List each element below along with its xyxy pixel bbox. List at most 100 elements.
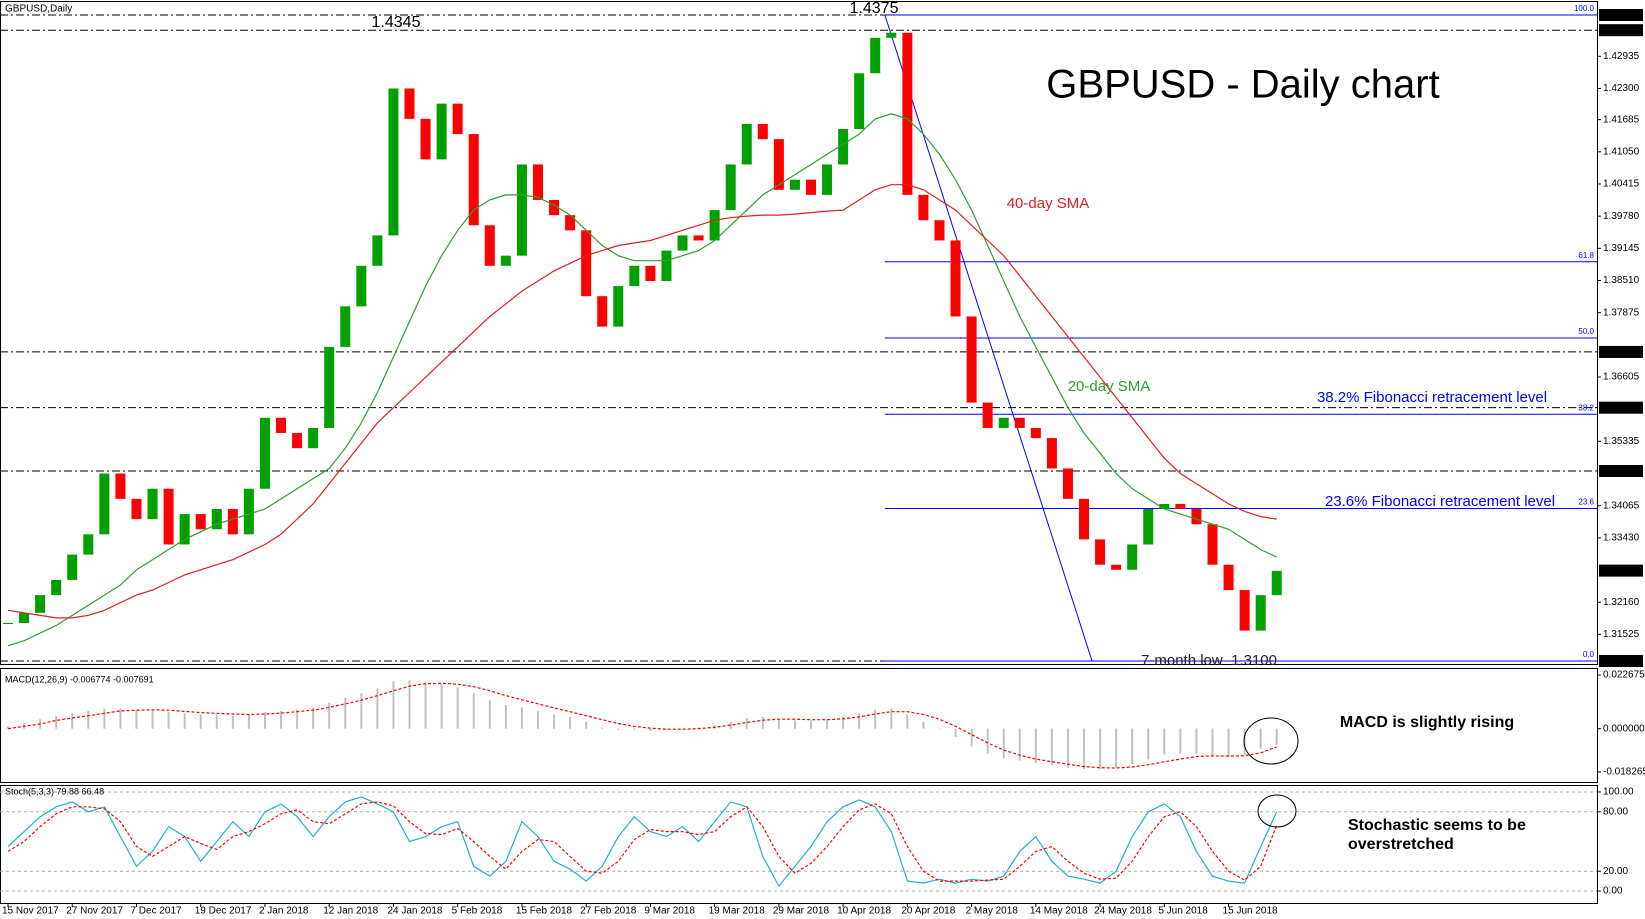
candle xyxy=(436,103,447,160)
candle xyxy=(789,179,800,190)
candle xyxy=(693,235,704,241)
x-tick-label: 15 Jun 2018 xyxy=(1223,906,1278,917)
candle xyxy=(1111,564,1122,570)
candle xyxy=(709,210,720,241)
candle xyxy=(484,225,495,266)
candle xyxy=(35,595,46,613)
fib-level-label: 50.0 xyxy=(1578,327,1594,336)
candle xyxy=(243,488,254,535)
x-tick-label: 24 May 2018 xyxy=(1094,906,1152,917)
x-tick-label: 19 Mar 2018 xyxy=(709,906,766,917)
macd-bar xyxy=(87,710,90,729)
y-tick-label: 1.34065 xyxy=(1603,500,1640,511)
candle xyxy=(500,255,511,266)
y-tick-label: 1.41050 xyxy=(1603,146,1640,157)
macd-bar xyxy=(986,728,989,754)
symbol-label: GBPUSD,Daily xyxy=(5,4,72,15)
y-tick-label: 1.31525 xyxy=(1603,629,1640,640)
stoch-d-line xyxy=(7,801,1278,882)
candle xyxy=(227,509,238,535)
macd-bar xyxy=(569,716,572,729)
panel-frame xyxy=(0,1,1598,665)
stoch-header: Stoch(5,3,3) 79.88 66.48 xyxy=(5,786,104,796)
macd-bar xyxy=(585,721,588,729)
fib382-label: 38.2% Fibonacci retracement level xyxy=(1317,389,1547,406)
candle xyxy=(1271,570,1282,596)
candle xyxy=(532,164,543,200)
candle xyxy=(1223,564,1234,591)
candle xyxy=(629,265,640,287)
candle xyxy=(838,129,849,165)
macd-bar xyxy=(1227,728,1230,758)
sma20-label: 20-day SMA xyxy=(1068,378,1151,395)
level-label: 1.43450 xyxy=(1602,25,1639,36)
macd-bar xyxy=(1275,728,1278,745)
macd-bar xyxy=(858,713,861,729)
macd-bar xyxy=(440,683,443,729)
candle xyxy=(131,498,142,520)
candle xyxy=(998,417,1009,428)
y-tick-label: -0.018265 xyxy=(1603,767,1645,778)
level-label: 1.36000 xyxy=(1602,402,1639,413)
candle xyxy=(115,473,126,499)
macd-bar xyxy=(1002,728,1005,759)
candle xyxy=(324,346,335,428)
macd-bar xyxy=(71,713,74,729)
candle xyxy=(1207,524,1218,565)
macd-bar xyxy=(906,714,909,729)
candle xyxy=(934,220,945,241)
macd-bar xyxy=(536,710,539,729)
x-tick-label: 27 Nov 2017 xyxy=(66,906,123,917)
current-price-label: 1.32784 xyxy=(1602,565,1639,576)
panel-frame xyxy=(0,785,1598,904)
candle xyxy=(1255,595,1266,631)
macd-bar xyxy=(472,693,475,729)
y-tick-label: 1.41685 xyxy=(1603,114,1640,125)
x-tick-label: 10 Apr 2018 xyxy=(837,906,891,917)
y-tick-label: 0.022675 xyxy=(1603,670,1645,681)
x-tick-label: 24 Jan 2018 xyxy=(387,906,442,917)
candle xyxy=(677,235,688,251)
candle xyxy=(356,265,367,307)
y-tick-label: 1.36605 xyxy=(1603,372,1640,383)
fib-level-label: 23.6 xyxy=(1578,498,1594,507)
x-tick-label: 20 Apr 2018 xyxy=(901,906,955,917)
macd-note: MACD is slightly rising xyxy=(1340,714,1514,731)
candle xyxy=(950,240,961,317)
x-tick-label: 15 Feb 2018 xyxy=(516,906,573,917)
macd-bar xyxy=(1066,728,1069,768)
macd-bar xyxy=(1131,728,1134,765)
candle xyxy=(67,554,78,580)
macd-bar xyxy=(970,728,973,747)
sma-line xyxy=(7,184,1277,619)
stoch-note: Stochastic seems to be xyxy=(1348,817,1526,834)
x-tick-label: 15 Nov 2017 xyxy=(2,906,59,917)
candle xyxy=(259,417,270,489)
candle xyxy=(982,402,993,428)
y-tick-label: 1.40415 xyxy=(1603,179,1640,190)
x-tick-label: 9 Mar 2018 xyxy=(644,906,695,917)
level-label: 1.31000 xyxy=(1602,656,1639,667)
macd-bar xyxy=(649,728,652,732)
candle xyxy=(388,88,399,236)
macd-bar xyxy=(826,719,829,729)
y-tick-label: 1.42300 xyxy=(1603,83,1640,94)
macd-bar xyxy=(135,709,138,729)
candle xyxy=(1046,438,1057,469)
macd-bar xyxy=(601,727,604,729)
candle xyxy=(1030,427,1041,439)
macd-bar xyxy=(553,714,556,729)
macd-bar xyxy=(1259,728,1262,749)
macd-header: MACD(12,26,9) -0.006774 -0.007691 xyxy=(5,674,154,684)
trend-line xyxy=(884,14,1093,662)
x-tick-label: 5 Feb 2018 xyxy=(452,906,503,917)
macd-bar xyxy=(376,688,379,729)
level-label-box xyxy=(1599,9,1643,21)
macd-bar xyxy=(1179,728,1182,754)
macd-bar xyxy=(938,728,941,730)
macd-bar xyxy=(456,687,459,729)
x-tick-label: 19 Dec 2017 xyxy=(195,906,252,917)
macd-highlight-circle xyxy=(1243,717,1299,765)
